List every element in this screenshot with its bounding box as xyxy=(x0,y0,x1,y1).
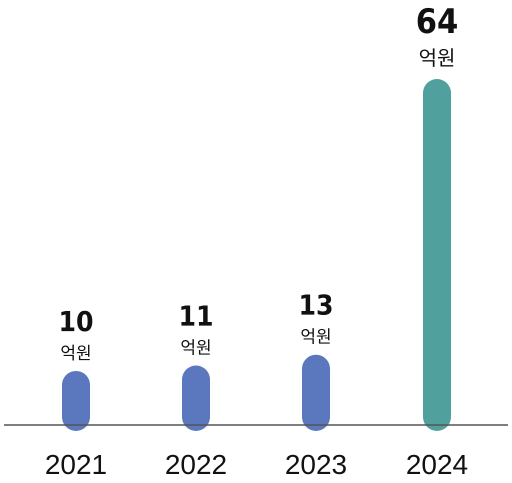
x-tick-label-2021: 2021 xyxy=(45,449,107,480)
bar-2021 xyxy=(62,370,90,431)
labels-group: 10 억원 2021 11 억원 2022 13 억원 2023 64 억원 2024 xyxy=(45,2,468,480)
value-label-2023: 13 xyxy=(298,289,333,322)
unit-label-2023: 억원 xyxy=(300,328,331,348)
bars-group xyxy=(62,79,451,431)
value-label-2024: 64 xyxy=(416,2,459,42)
value-label-2021: 10 xyxy=(58,305,93,338)
bar-2022 xyxy=(182,365,210,431)
x-tick-label-2023: 2023 xyxy=(285,449,347,480)
unit-label-2021: 억원 xyxy=(60,344,91,364)
unit-label-2024: 억원 xyxy=(419,46,456,70)
bar-2023 xyxy=(302,354,330,431)
bar-2024 xyxy=(423,79,451,431)
value-label-2022: 11 xyxy=(178,300,213,333)
x-tick-label-2022: 2022 xyxy=(165,449,227,480)
unit-label-2022: 억원 xyxy=(180,339,211,359)
x-tick-label-2024: 2024 xyxy=(406,449,468,480)
